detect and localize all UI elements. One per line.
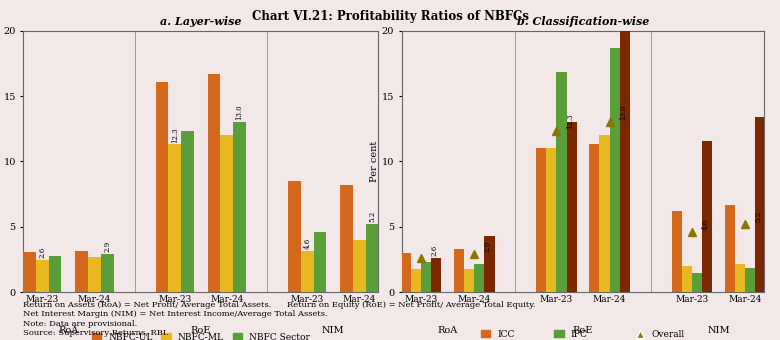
Bar [474, 264, 484, 292]
Bar [411, 269, 421, 292]
Text: 2.6: 2.6 [431, 245, 438, 256]
Bar [590, 144, 600, 292]
Bar [536, 148, 546, 292]
Bar [207, 74, 221, 292]
Text: 4.6: 4.6 [303, 237, 311, 249]
Text: NIM: NIM [707, 326, 730, 336]
Bar [366, 224, 378, 292]
Text: Net Interest Margin (NIM) = Net Interest Income/Average Total Assets.: Net Interest Margin (NIM) = Net Interest… [23, 310, 328, 319]
Bar [221, 135, 233, 292]
Y-axis label: Per cent: Per cent [370, 141, 379, 182]
Bar [725, 205, 735, 292]
Bar [735, 264, 745, 292]
Text: 4.6: 4.6 [701, 219, 709, 230]
Text: NIM: NIM [322, 326, 345, 336]
Bar [454, 249, 464, 292]
Bar [464, 269, 474, 292]
Text: RoA: RoA [58, 326, 79, 336]
Text: Return on Assets (RoA) = Net Profit/ Average Total Assets.      Return on Equity: Return on Assets (RoA) = Net Profit/ Ave… [23, 301, 536, 309]
Text: 12.3: 12.3 [566, 114, 574, 130]
Bar [755, 117, 765, 292]
Bar [431, 258, 441, 292]
Bar [340, 185, 353, 292]
Text: 13.0: 13.0 [619, 105, 627, 120]
Bar [745, 268, 755, 292]
Text: 5.2: 5.2 [754, 211, 763, 222]
Bar [48, 256, 62, 292]
Text: Note: Data are provisional.: Note: Data are provisional. [23, 320, 137, 328]
Legend: NBFC-UL, NBFC-ML, NBFC Sector: NBFC-UL, NBFC-ML, NBFC Sector [88, 329, 314, 340]
Text: 13.0: 13.0 [236, 105, 243, 120]
Text: 2.6: 2.6 [38, 246, 46, 258]
Bar [301, 251, 314, 292]
Title: a. Layer-wise: a. Layer-wise [160, 16, 242, 27]
Text: 2.9: 2.9 [103, 241, 112, 253]
Bar [610, 48, 620, 292]
Bar [36, 260, 48, 292]
Bar [682, 266, 692, 292]
Bar [566, 122, 576, 292]
Bar [546, 148, 556, 292]
Text: RoE: RoE [190, 326, 211, 336]
Bar [88, 257, 101, 292]
Bar [314, 232, 327, 292]
Bar [23, 252, 36, 292]
Bar [620, 27, 630, 292]
Bar [600, 135, 610, 292]
Text: 12.3: 12.3 [171, 127, 179, 142]
Bar [421, 262, 431, 292]
Title: b. Classification-wise: b. Classification-wise [517, 16, 649, 27]
Bar [556, 72, 566, 292]
Text: RoE: RoE [573, 326, 594, 336]
Text: Chart VI.21: Profitability Ratios of NBFCs: Chart VI.21: Profitability Ratios of NBF… [251, 10, 529, 23]
Bar [702, 140, 712, 292]
Bar [401, 253, 411, 292]
Bar [692, 273, 702, 292]
Bar [181, 131, 194, 292]
Bar [484, 236, 495, 292]
Text: Source: Supervisory Returns, RBI.: Source: Supervisory Returns, RBI. [23, 329, 169, 338]
Bar [75, 251, 88, 292]
Bar [156, 82, 168, 292]
Bar [233, 122, 246, 292]
Bar [288, 181, 301, 292]
Legend: ICC, NBFC-IDF, IFC, NBFC - MFI, Overall: ICC, NBFC-IDF, IFC, NBFC - MFI, Overall [477, 326, 689, 340]
Bar [353, 240, 366, 292]
Text: RoA: RoA [438, 326, 458, 336]
Text: 5.2: 5.2 [368, 211, 376, 222]
Bar [672, 211, 682, 292]
Bar [101, 254, 114, 292]
Text: 2.9: 2.9 [484, 241, 491, 253]
Bar [168, 144, 181, 292]
